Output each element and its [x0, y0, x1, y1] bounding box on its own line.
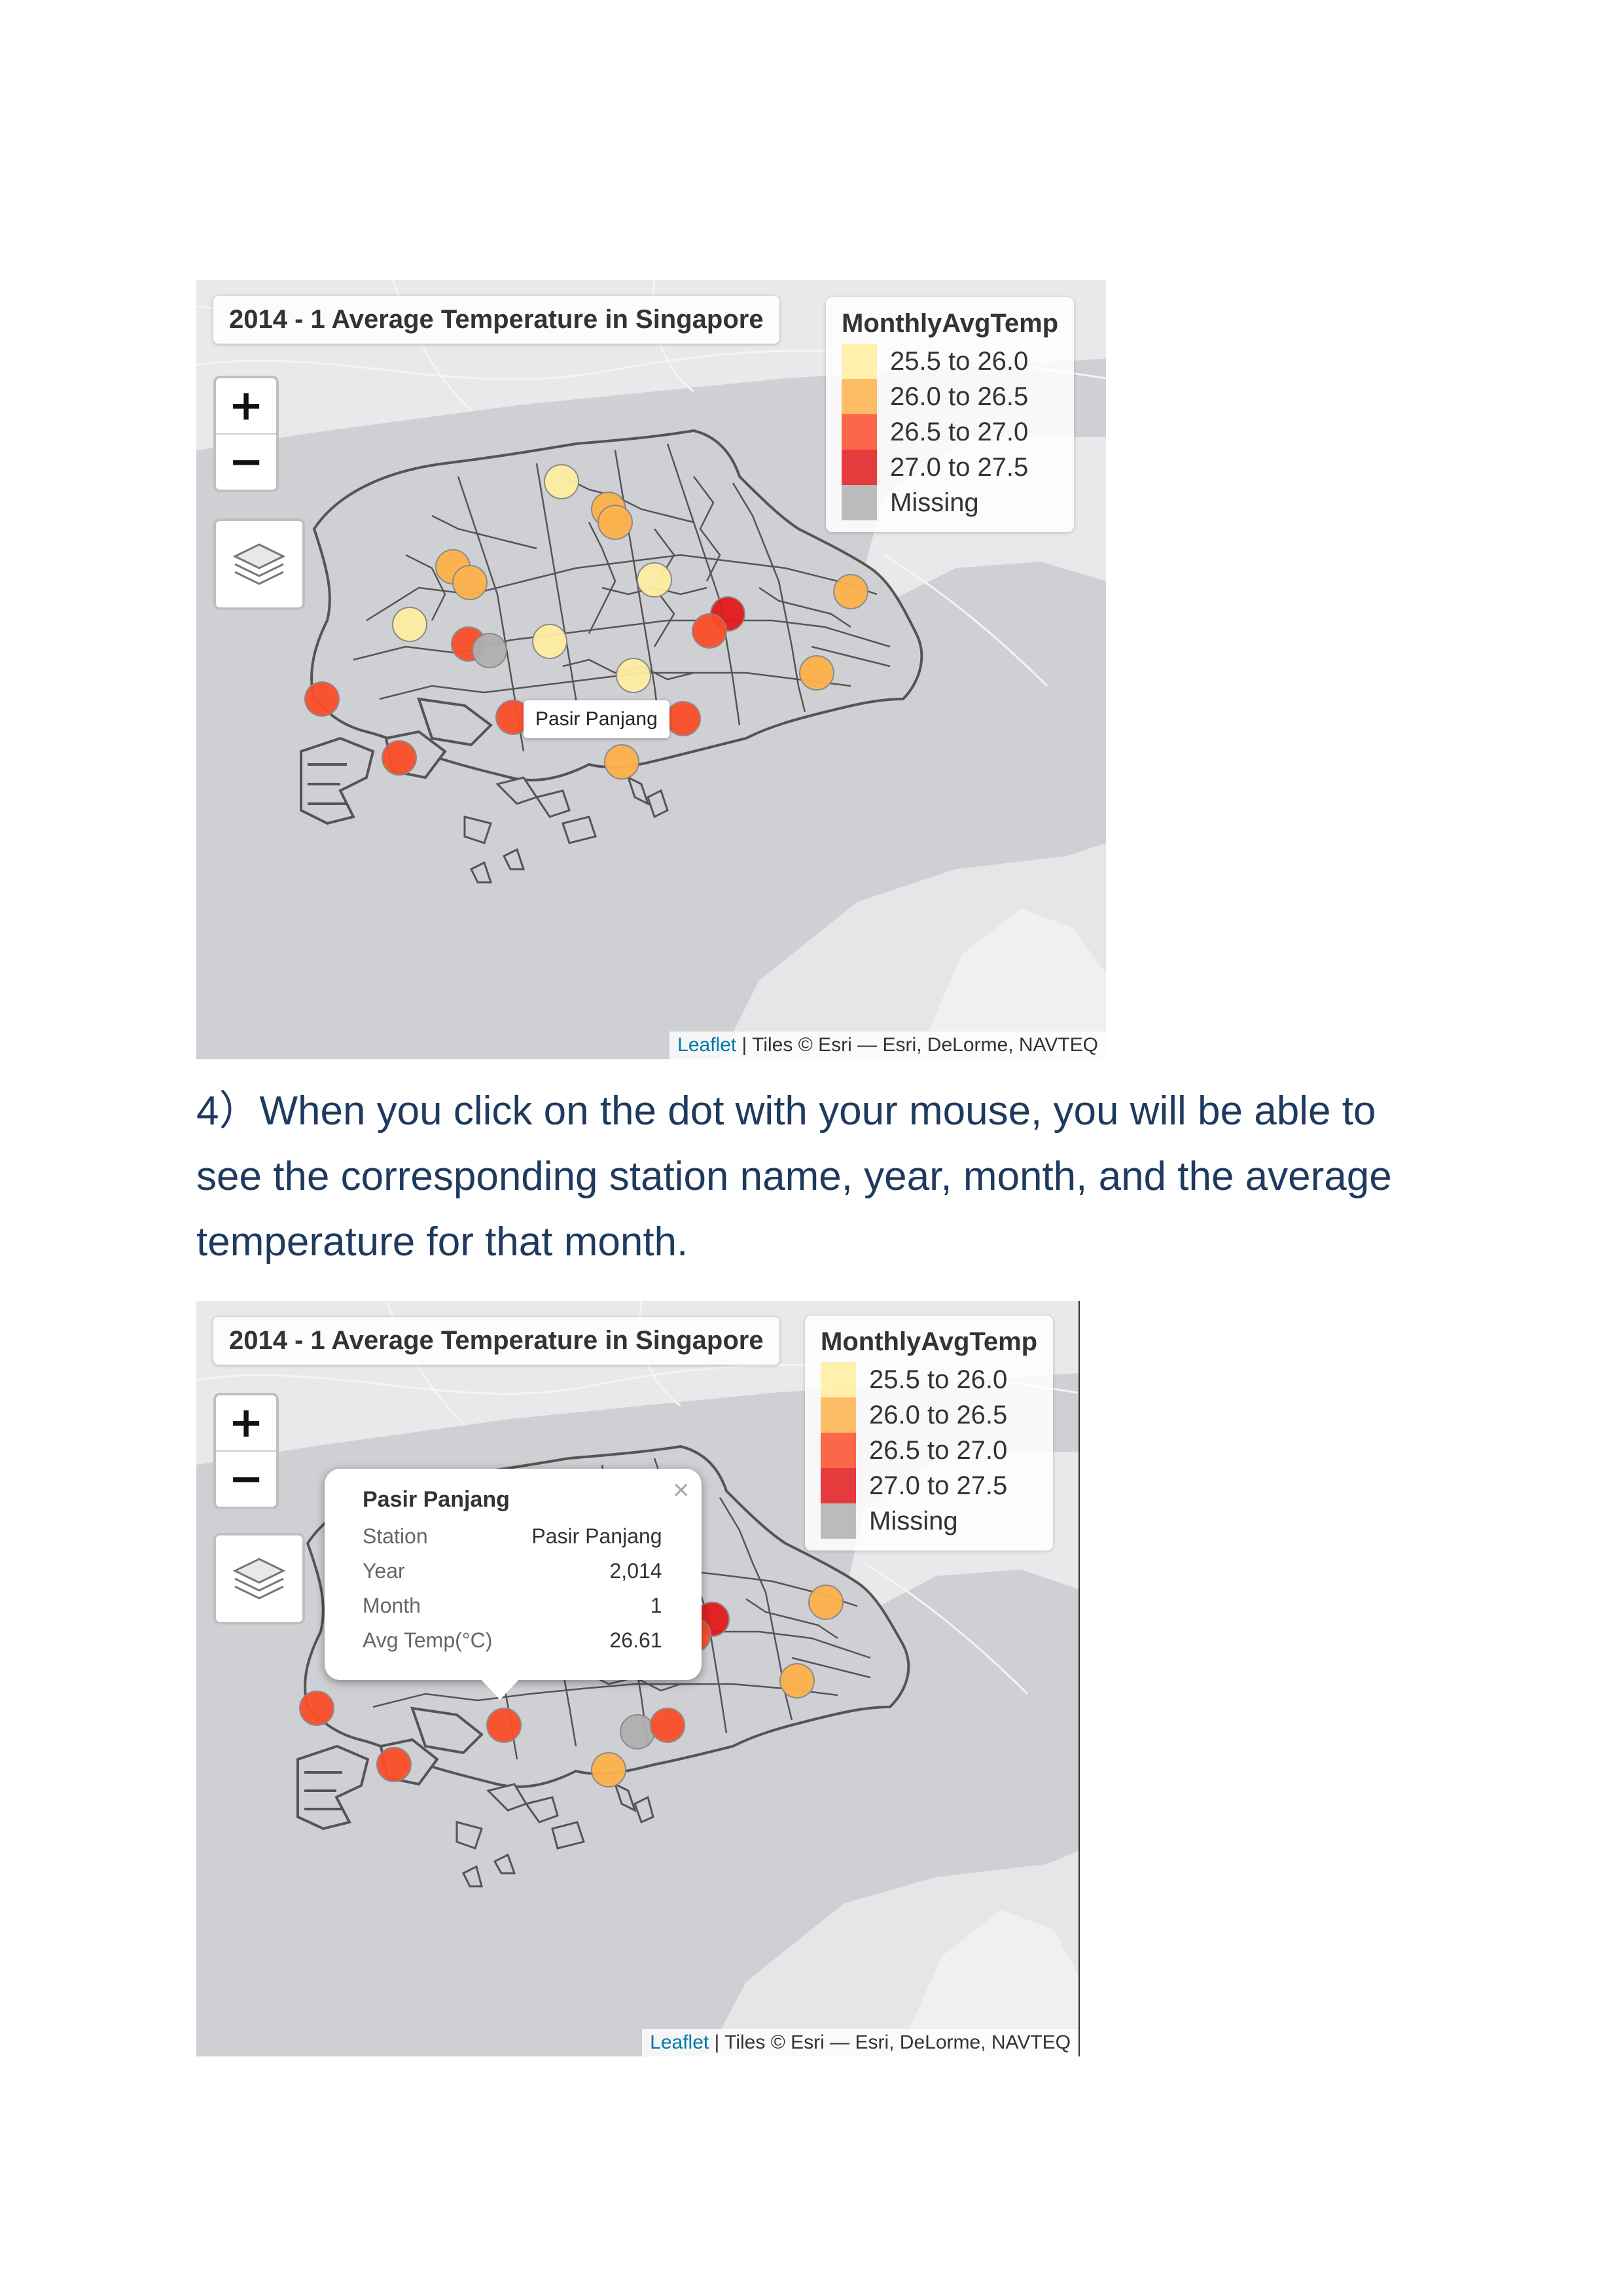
zoom-in-button[interactable]: + — [228, 1399, 264, 1447]
map-title: 2014 - 1 Average Temperature in Singapor… — [213, 1317, 779, 1365]
popup-value: 1 — [650, 1594, 662, 1617]
legend-item: 26.0 to 26.5 — [842, 379, 1058, 414]
legend-label: 27.0 to 27.5 — [869, 1471, 1008, 1500]
legend-item: 27.0 to 27.5 — [821, 1468, 1037, 1503]
layers-icon — [232, 543, 286, 585]
popup-row: Year 2,014 — [363, 1554, 662, 1588]
legend-title: MonthlyAvgTemp — [842, 309, 1059, 338]
popup-value: 2,014 — [609, 1559, 662, 1583]
legend-label: Missing — [890, 488, 979, 517]
legend-label: 26.0 to 26.5 — [869, 1400, 1008, 1429]
legend-item: 25.5 to 26.0 — [821, 1362, 1037, 1397]
zoom-control: + − — [213, 1393, 279, 1509]
popup-row: Month 1 — [363, 1588, 662, 1623]
station-markers — [299, 1585, 844, 1787]
attribution: Leaflet | Tiles © Esri — Esri, DeLorme, … — [669, 1031, 1106, 1059]
zoom-control: + − — [213, 376, 279, 492]
attribution-text: | Tiles © Esri — Esri, DeLorme, NAVTEQ — [736, 1034, 1098, 1056]
legend-label: 26.5 to 27.0 — [890, 417, 1029, 446]
legend-label: Missing — [869, 1506, 958, 1535]
legend-item: 27.0 to 27.5 — [842, 450, 1058, 485]
station-tooltip: Pasir Panjang — [524, 700, 669, 738]
popup-key: Year — [363, 1559, 405, 1583]
attribution: Leaflet | Tiles © Esri — Esri, DeLorme, … — [642, 2029, 1079, 2056]
legend-item: 25.5 to 26.0 — [842, 344, 1058, 379]
legend-item: 26.5 to 27.0 — [842, 414, 1058, 450]
legend-swatch — [821, 1468, 856, 1503]
legend-label: 25.5 to 26.0 — [890, 346, 1029, 376]
popup-row: Avg Temp(°C) 26.61 — [363, 1623, 662, 1658]
popup-key: Station — [363, 1524, 428, 1548]
legend-swatch — [842, 344, 877, 379]
legend-item: 26.5 to 27.0 — [821, 1433, 1037, 1468]
legend-item: Missing — [842, 485, 1058, 520]
legend: MonthlyAvgTemp 25.5 to 26.0 26.0 to 26.5… — [826, 297, 1075, 532]
legend-label: 26.0 to 26.5 — [890, 382, 1029, 411]
layers-button[interactable] — [213, 518, 305, 610]
legend-label: 27.0 to 27.5 — [890, 452, 1029, 482]
layers-icon — [232, 1558, 286, 1600]
map-bottom[interactable]: 2014 - 1 Average Temperature in Singapor… — [196, 1301, 1080, 2056]
map-title: 2014 - 1 Average Temperature in Singapor… — [213, 296, 779, 344]
popup-key: Avg Temp(°C) — [363, 1628, 493, 1652]
legend-swatch — [842, 485, 877, 520]
leaflet-link[interactable]: Leaflet — [677, 1034, 737, 1056]
legend-label: 26.5 to 27.0 — [869, 1435, 1008, 1465]
attribution-text: | Tiles © Esri — Esri, DeLorme, NAVTEQ — [709, 2032, 1071, 2053]
legend-label: 25.5 to 26.0 — [869, 1365, 1008, 1394]
popup-tip — [480, 1679, 520, 1700]
legend-swatch — [821, 1433, 856, 1468]
legend: MonthlyAvgTemp 25.5 to 26.0 26.0 to 26.5… — [805, 1316, 1054, 1551]
legend-swatch — [842, 450, 877, 485]
legend-swatch — [821, 1362, 856, 1397]
popup-row: Station Pasir Panjang — [363, 1519, 662, 1554]
zoom-out-button[interactable]: − — [216, 1450, 276, 1507]
legend-swatch — [842, 414, 877, 450]
legend-title: MonthlyAvgTemp — [821, 1327, 1038, 1356]
layers-button[interactable] — [213, 1533, 305, 1624]
station-popup: × Pasir Panjang Station Pasir Panjang Yea… — [325, 1469, 702, 1700]
instruction-text: 4）When you click on the dot with your mo… — [196, 1088, 1392, 1265]
station-markers — [304, 464, 868, 780]
legend-item: Missing — [821, 1503, 1037, 1539]
close-icon[interactable]: × — [672, 1474, 690, 1506]
zoom-out-button[interactable]: − — [216, 433, 276, 490]
leaflet-link[interactable]: Leaflet — [650, 2032, 709, 2053]
popup-value: Pasir Panjang — [531, 1524, 662, 1548]
legend-swatch — [821, 1397, 856, 1433]
zoom-in-button[interactable]: + — [228, 382, 264, 430]
popup-value: 26.61 — [609, 1628, 662, 1652]
popup-title: Pasir Panjang — [363, 1487, 510, 1512]
popup-table: Station Pasir Panjang Year 2,014 Month 1 Av… — [363, 1519, 662, 1658]
legend-item: 26.0 to 26.5 — [821, 1397, 1037, 1433]
legend-swatch — [842, 379, 877, 414]
legend-swatch — [821, 1503, 856, 1539]
map-top[interactable]: 2014 - 1 Average Temperature in Singapor… — [196, 280, 1106, 1059]
island-outline — [310, 429, 923, 781]
popup-key: Month — [363, 1594, 421, 1617]
